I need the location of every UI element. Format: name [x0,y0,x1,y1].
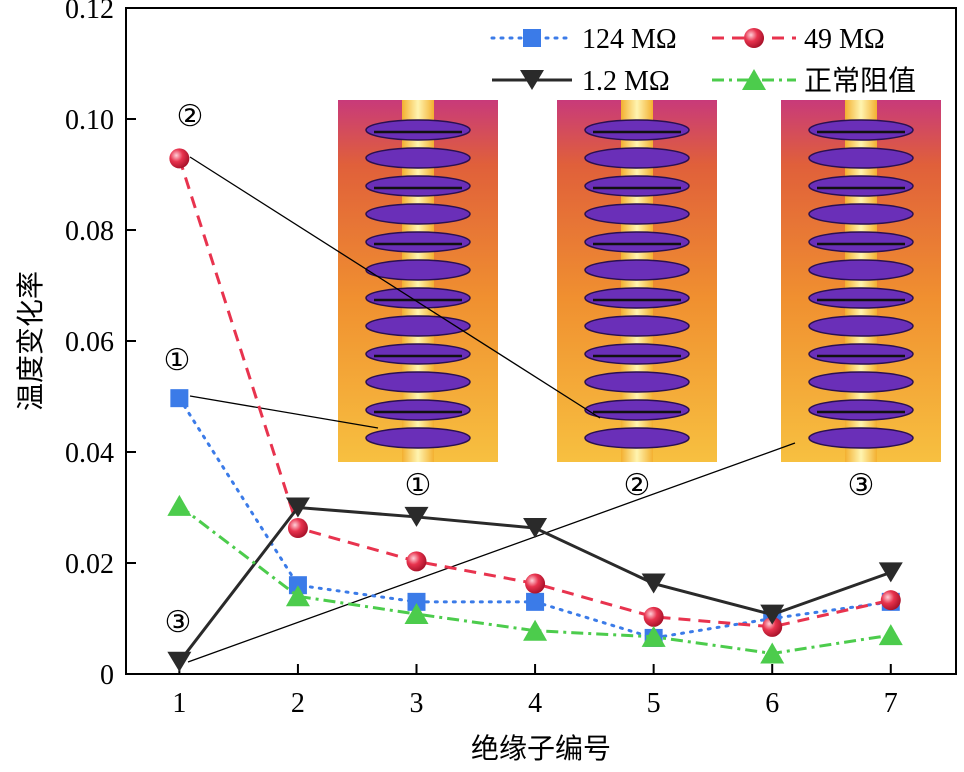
data-point [523,619,548,641]
data-point [285,585,310,607]
series-layer [167,148,903,672]
data-point [526,592,545,611]
data-point [643,606,664,627]
data-point [523,518,548,539]
legend-item-normal: 正常阻值 [712,65,916,97]
x-axis-title: 绝缘子编号 [471,733,611,765]
inset-image-2 [557,100,717,462]
y-tick-label: 0.12 [65,0,114,25]
data-point [170,389,189,408]
x-tick-label: 2 [291,688,305,719]
data-point [407,592,426,611]
data-point [525,573,546,594]
leader-line-1 [189,395,379,429]
y-tick-label: 0 [100,660,114,691]
data-point [167,494,192,516]
inset-images: ① ② ③ [338,100,941,502]
data-point [641,625,666,647]
legend-marker-49 [744,28,764,48]
data-point [287,518,308,539]
y-ticks: 0 0.02 0.04 0.06 0.08 0.10 0.12 [65,0,136,691]
data-point [878,562,903,583]
data-point [760,604,785,625]
legend-item-49: 49 MΩ [712,24,885,55]
annotation-2: ② [177,100,204,133]
data-point [169,148,190,169]
y-tick-label: 0.08 [65,216,114,247]
legend-label-49: 49 MΩ [804,24,885,55]
legend-label-1-2: 1.2 MΩ [582,66,670,97]
y-tick-label: 0.10 [65,105,114,136]
data-point [880,590,901,611]
data-point [404,506,429,527]
series-3 [167,494,903,664]
x-tick-label: 5 [647,688,661,719]
x-tick-label: 4 [528,688,542,719]
legend-marker-124 [523,29,541,47]
data-point [762,616,783,637]
legend-item-1-2: 1.2 MΩ [492,66,670,97]
data-point [404,603,429,625]
x-tick-label: 1 [172,688,186,719]
legend-marker-normal [742,69,766,90]
inset-image-3 [781,100,941,462]
x-tick-label: 6 [765,688,779,719]
inset-caption-1: ① [405,469,432,502]
legend-label-124: 124 MΩ [582,24,677,55]
point-annotations: ① ② ③ [164,100,204,639]
data-point [878,624,903,646]
x-tick-label: 7 [884,688,898,719]
series-2 [167,497,903,672]
series-1 [169,148,901,637]
data-point [641,573,666,594]
legend: 124 MΩ 49 MΩ 1.2 MΩ 正常阻值 [490,24,916,97]
data-point [406,551,427,572]
y-tick-label: 0.02 [65,549,114,580]
inset-image-1 [338,100,498,462]
annotation-1: ① [164,344,191,377]
annotation-lines [187,156,796,663]
legend-marker-1-2 [520,70,544,90]
data-point [167,651,192,672]
inset-caption-3: ③ [848,469,875,502]
y-axis-title: 温度变化率 [15,271,47,411]
leader-line-2 [189,156,601,419]
data-point [288,576,307,595]
data-point [285,497,310,518]
data-point [760,642,785,664]
leader-line-3 [187,442,796,663]
y-tick-label: 0.04 [65,438,114,469]
annotation-3: ③ [165,606,192,639]
x-ticks: 1 2 3 4 5 6 7 [172,664,898,719]
legend-item-124: 124 MΩ [490,24,677,55]
x-tick-label: 3 [410,688,424,719]
y-tick-label: 0.06 [65,327,114,358]
legend-label-normal: 正常阻值 [804,65,916,97]
